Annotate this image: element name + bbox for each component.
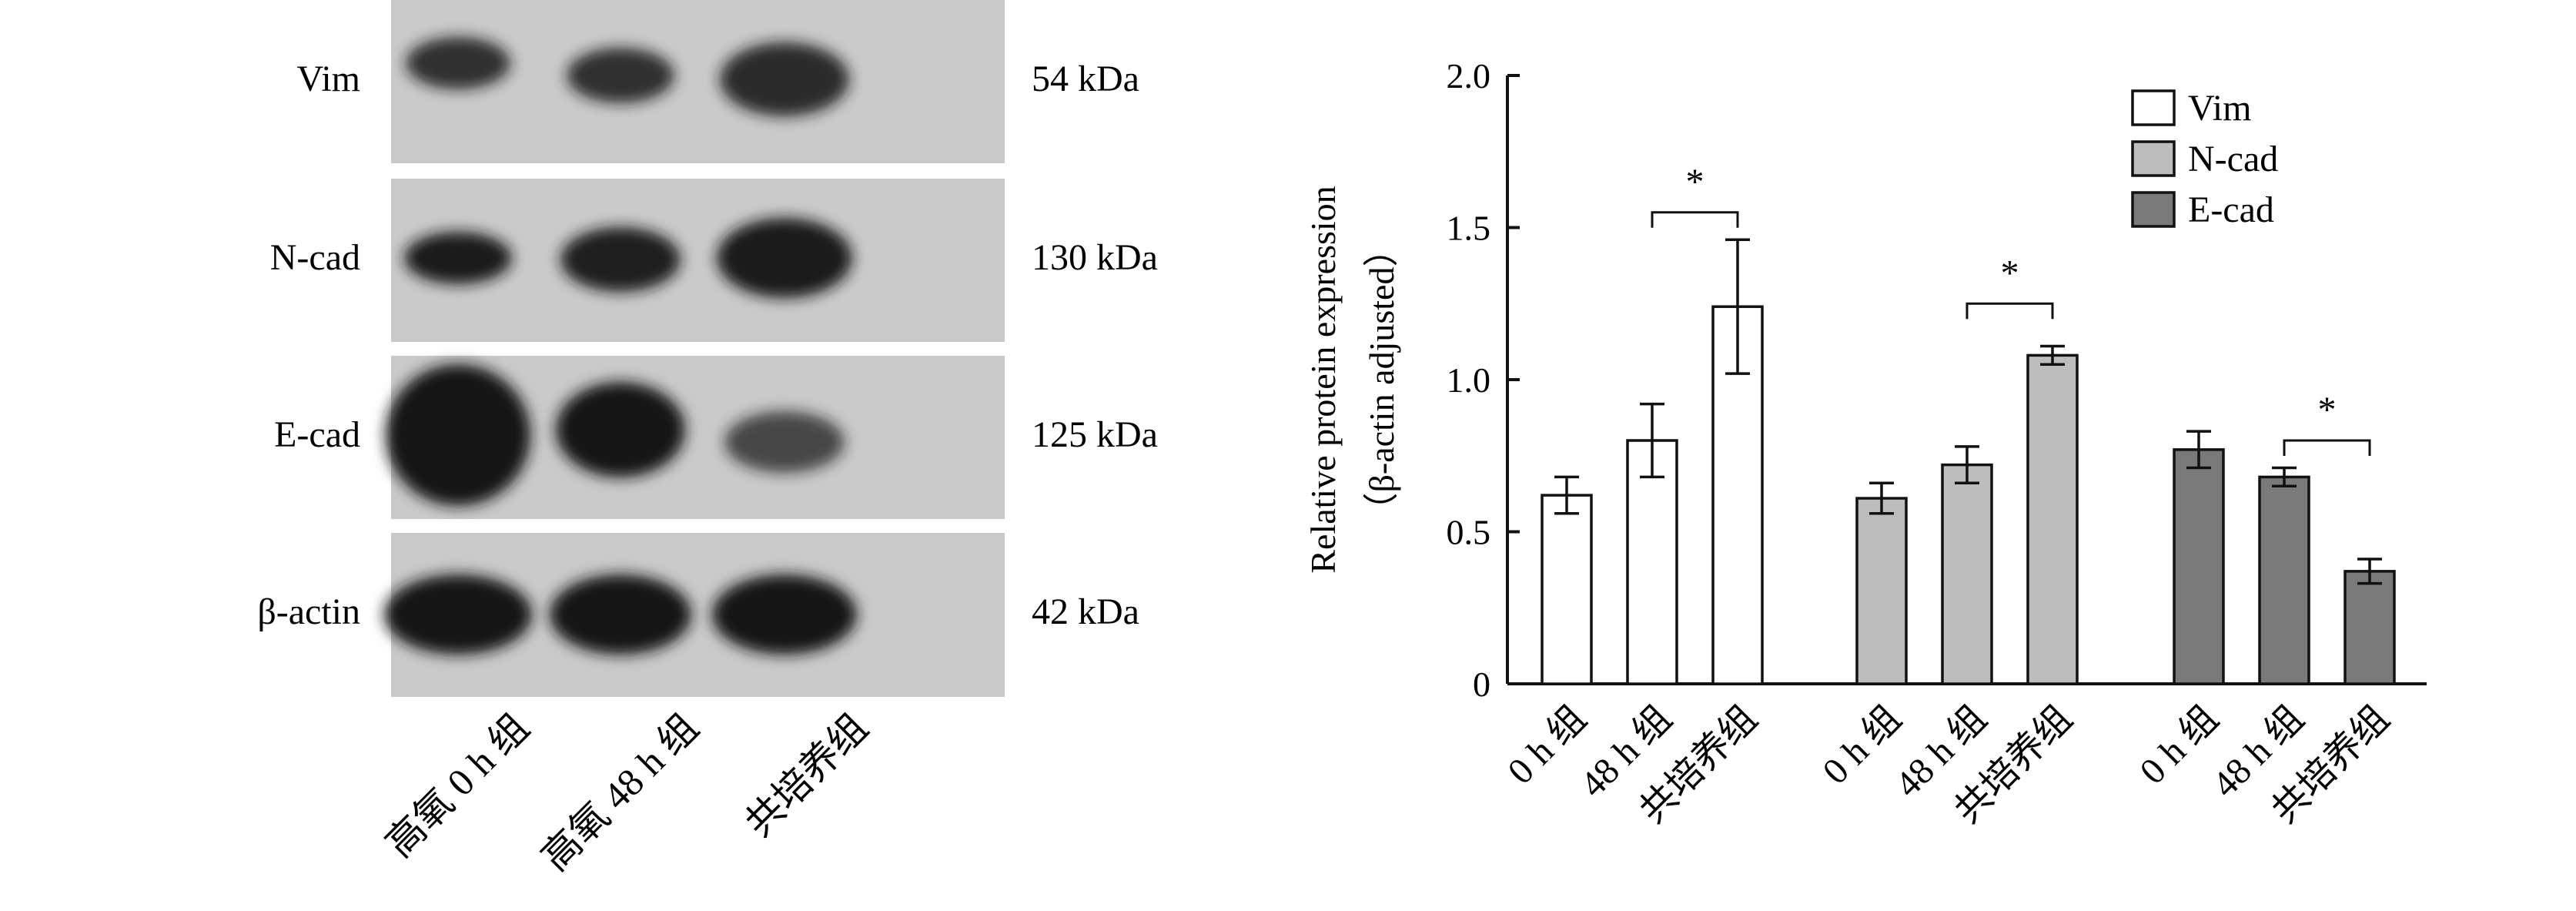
legend-label: Vim: [2188, 88, 2251, 129]
y-tick-label: 2.0: [1447, 56, 1491, 95]
blot-mw-label: 54 kDa: [1032, 59, 1139, 99]
significance-bracket: [1651, 211, 1739, 228]
y-axis-label: Relative protein expression: [1303, 186, 1343, 573]
blot-mw-label: 42 kDa: [1032, 591, 1139, 632]
bar: [1855, 497, 1908, 685]
blot-band: [404, 232, 512, 284]
blot-band: [720, 42, 849, 116]
bar: [2026, 353, 2079, 685]
significance-bracket: [1965, 302, 2054, 320]
legend-swatch: [2131, 191, 2176, 228]
blot-band: [386, 364, 530, 506]
y-tick-label: 0: [1473, 665, 1490, 704]
bar: [2258, 475, 2310, 685]
bar: [1541, 494, 1593, 685]
bar: [1626, 439, 1678, 685]
legend-swatch: [2131, 140, 2176, 177]
y-tick-label: 1.5: [1447, 209, 1491, 248]
blot-mw-label: 130 kDa: [1032, 237, 1158, 278]
blot-row-label: E-cad: [274, 414, 360, 455]
bar: [2173, 448, 2225, 685]
blot-band: [712, 574, 857, 655]
bar: [1941, 463, 1993, 685]
y-tick-label: 1.0: [1447, 360, 1491, 400]
y-axis-label-line2: （β-actin adjusted）: [1362, 232, 1401, 528]
legend-label: N-cad: [2188, 139, 2278, 179]
blot-mw-label: 125 kDa: [1032, 414, 1158, 455]
legend-swatch: [2131, 89, 2176, 126]
significance-star: *: [2318, 390, 2337, 430]
blot-band: [560, 227, 681, 292]
blot-band: [406, 37, 510, 89]
bar: [2343, 570, 2396, 685]
significance-star: *: [1686, 162, 1705, 203]
blot-row-label: β-actin: [257, 591, 360, 632]
significance-star: *: [2001, 253, 2019, 293]
blot-band: [717, 218, 852, 298]
legend-label: E-cad: [2188, 189, 2274, 230]
blot-band: [550, 574, 691, 655]
y-tick-label: 0.5: [1447, 513, 1491, 552]
blot-band: [724, 411, 845, 473]
significance-bracket: [2283, 439, 2371, 456]
blot-band: [556, 382, 685, 477]
blot-row-label: Vim: [297, 59, 360, 99]
blot-band: [567, 48, 674, 103]
blot-row-label: N-cad: [270, 237, 360, 278]
blot-band: [384, 574, 532, 655]
